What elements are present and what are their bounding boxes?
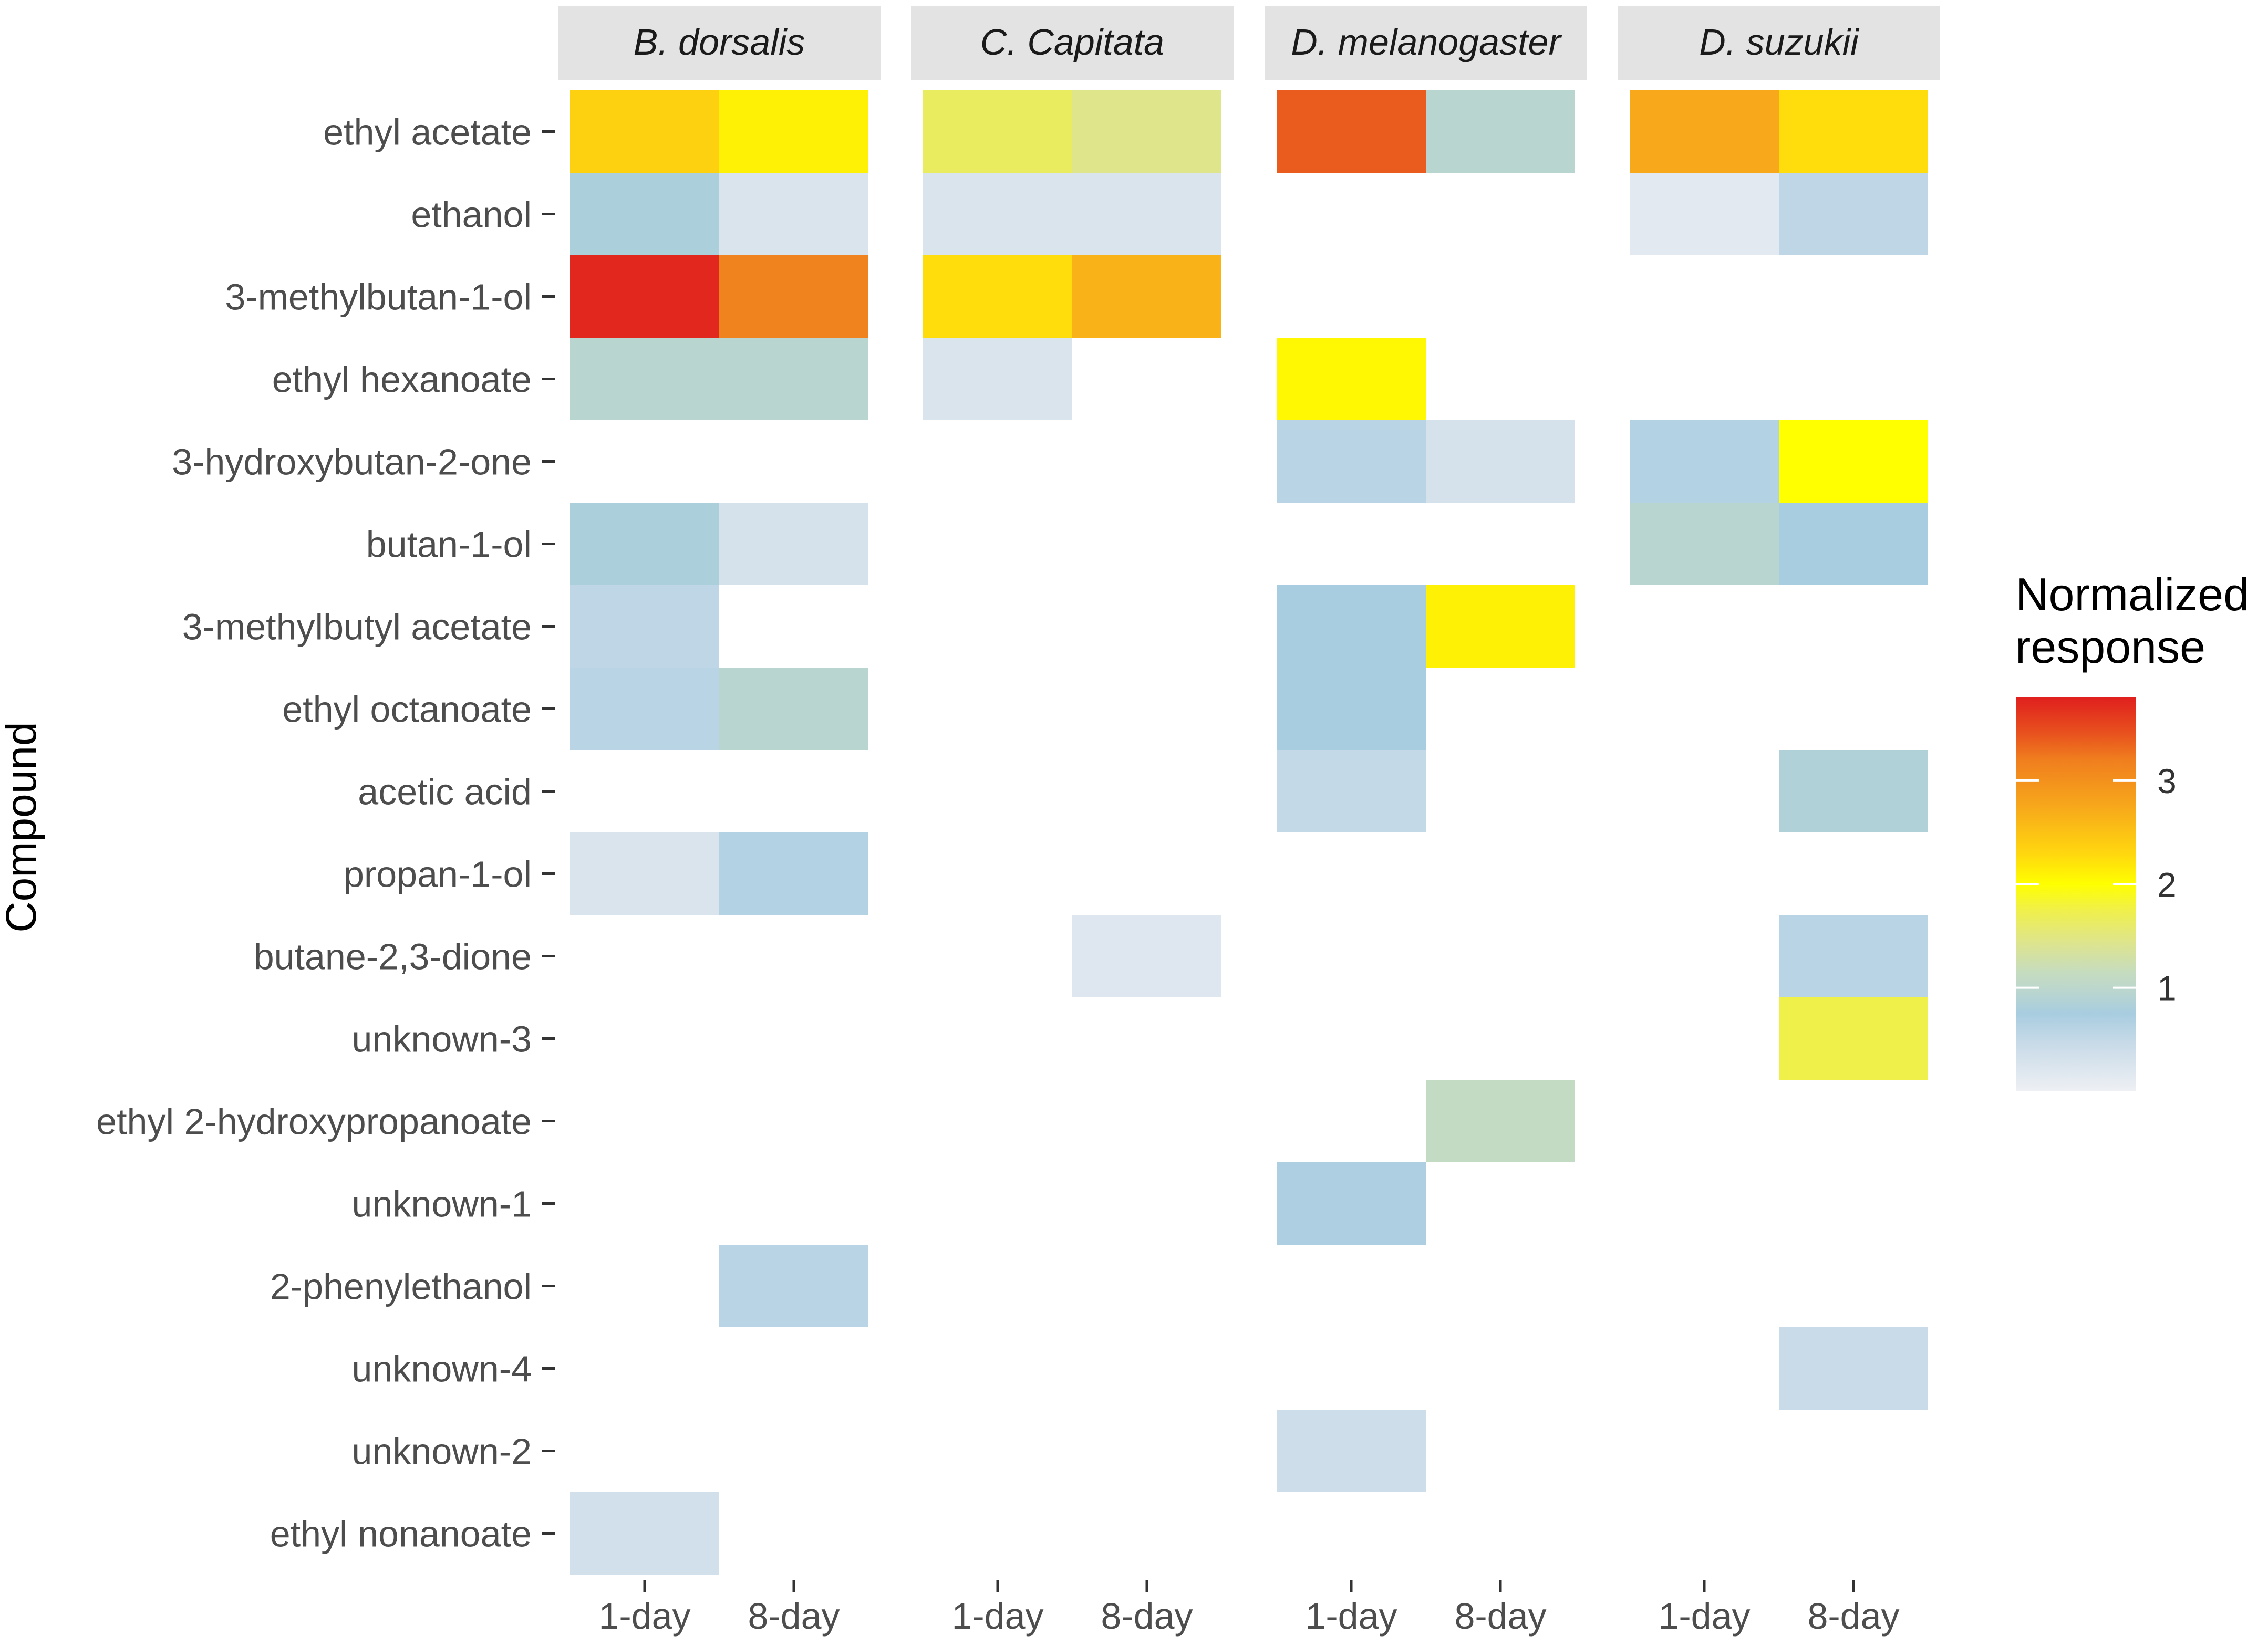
cell-b-dorsalis-butan-1-ol-8-day: [719, 503, 868, 585]
cell-d-melanogaster-3-hydroxybutan-2-one-8-day: [1426, 420, 1575, 503]
cell-d-suzukii-ethanol-8-day: [1779, 173, 1928, 255]
cell-d-melanogaster-3-methylbutyl-acetate-8-day: [1426, 585, 1575, 668]
y-tick-label-ethyl-nonanoate: ethyl nonanoate: [270, 1514, 532, 1555]
panel-strips: B. dorsalis C. Capitata D. melanogaster D. …: [558, 6, 1940, 80]
cell-d-suzukii-3-hydroxybutan-2-one-8-day: [1779, 420, 1928, 503]
cell-d-melanogaster-ethyl-octanoate-1-day: [1277, 668, 1426, 750]
heatmap-cells: [570, 90, 1928, 1575]
x-tick-label-b-dorsalis-8-day: 8-day: [748, 1596, 840, 1637]
cell-c-capitata-butane-2-3-dione-8-day: [1072, 915, 1221, 997]
cell-b-dorsalis-ethyl-hexanoate-8-day: [719, 338, 868, 420]
cell-d-suzukii-ethyl-acetate-8-day: [1779, 90, 1928, 173]
cell-b-dorsalis-ethanol-1-day: [570, 173, 719, 255]
cell-b-dorsalis-propan-1-ol-8-day: [719, 832, 868, 915]
cell-d-suzukii-acetic-acid-8-day: [1779, 750, 1928, 832]
x-tick-label-d-suzukii-8-day: 8-day: [1807, 1596, 1899, 1637]
x-tick-label-d-suzukii-1-day: 1-day: [1658, 1596, 1750, 1637]
cell-d-melanogaster-ethyl-acetate-1-day: [1277, 90, 1426, 173]
y-tick-label-ethyl-hexanoate: ethyl hexanoate: [272, 359, 532, 400]
y-axis-title: Compound: [0, 722, 45, 932]
cell-b-dorsalis-ethyl-acetate-8-day: [719, 90, 868, 173]
legend-colorbar: [2016, 697, 2136, 1091]
y-tick-label-ethyl-2-hydroxypropanoate: ethyl 2-hydroxypropanoate: [96, 1101, 532, 1142]
strip-label-d-suzukii: D. suzukii: [1699, 22, 1860, 62]
cell-c-capitata-ethyl-hexanoate-1-day: [923, 338, 1072, 420]
cell-d-suzukii-butan-1-ol-8-day: [1779, 503, 1928, 585]
cell-c-capitata-3-methylbutan-1-ol-8-day: [1072, 255, 1221, 338]
y-tick-label-3-hydroxybutan-2-one: 3-hydroxybutan-2-one: [172, 442, 532, 483]
cell-c-capitata-ethanol-1-day: [923, 173, 1072, 255]
cell-d-suzukii-butan-1-ol-1-day: [1630, 503, 1779, 585]
cell-b-dorsalis-3-methylbutan-1-ol-1-day: [570, 255, 719, 338]
cell-d-melanogaster-unknown-2-1-day: [1277, 1410, 1426, 1492]
strip-bg-d-suzukii: [1618, 6, 1940, 80]
cell-b-dorsalis-ethanol-8-day: [719, 173, 868, 255]
y-tick-label-unknown-4: unknown-4: [352, 1349, 532, 1390]
legend-title-line-1: Normalized: [2015, 568, 2249, 620]
cell-d-suzukii-unknown-3-8-day: [1779, 997, 1928, 1080]
cell-b-dorsalis-ethyl-octanoate-8-day: [719, 668, 868, 750]
cell-d-suzukii-ethanol-1-day: [1630, 173, 1779, 255]
y-tick-label-ethyl-acetate: ethyl acetate: [323, 112, 532, 153]
cell-b-dorsalis-2-phenylethanol-8-day: [719, 1245, 868, 1327]
y-tick-label-2-phenylethanol: 2-phenylethanol: [270, 1266, 532, 1307]
strip-label-c-capitata: C. Capitata: [980, 22, 1164, 62]
x-tick-label-d-melanogaster-1-day: 1-day: [1305, 1596, 1397, 1637]
cell-d-suzukii-butane-2-3-dione-8-day: [1779, 915, 1928, 997]
cell-b-dorsalis-3-methylbutan-1-ol-8-day: [719, 255, 868, 338]
legend-tick-label-3: 3: [2157, 762, 2177, 800]
cell-d-suzukii-unknown-4-8-day: [1779, 1327, 1928, 1410]
y-axis: ethyl acetate ethanol 3-methylbutan-1-ol et…: [96, 112, 555, 1555]
y-tick-label-unknown-3: unknown-3: [352, 1019, 532, 1060]
y-tick-label-3-methylbutan-1-ol: 3-methylbutan-1-ol: [225, 277, 532, 318]
cell-d-suzukii-ethyl-acetate-1-day: [1630, 90, 1779, 173]
cell-c-capitata-3-methylbutan-1-ol-1-day: [923, 255, 1072, 338]
legend-tick-label-2: 2: [2157, 865, 2177, 904]
cell-c-capitata-ethanol-8-day: [1072, 173, 1221, 255]
cell-b-dorsalis-3-methylbutyl-acetate-1-day: [570, 585, 719, 668]
cell-d-melanogaster-unknown-1-1-day: [1277, 1162, 1426, 1245]
cell-c-capitata-ethyl-acetate-1-day: [923, 90, 1072, 173]
cell-d-melanogaster-acetic-acid-1-day: [1277, 750, 1426, 832]
y-tick-label-butan-1-ol: butan-1-ol: [366, 524, 532, 565]
x-tick-label-d-melanogaster-8-day: 8-day: [1454, 1596, 1546, 1637]
y-tick-label-ethyl-octanoate: ethyl octanoate: [282, 689, 532, 730]
cell-b-dorsalis-propan-1-ol-1-day: [570, 832, 719, 915]
cell-c-capitata-ethyl-acetate-8-day: [1072, 90, 1221, 173]
cell-d-melanogaster-ethyl-hexanoate-1-day: [1277, 338, 1426, 420]
cell-d-melanogaster-ethyl-2-hydroxypropanoate-8-day: [1426, 1080, 1575, 1162]
x-axis: 1-day 8-day 1-day 8-day 1-day 8-day 1-day 8-day: [598, 1580, 1900, 1637]
y-tick-label-butane-2-3-dione: butane-2,3-dione: [254, 936, 532, 977]
cell-d-suzukii-3-hydroxybutan-2-one-1-day: [1630, 420, 1779, 503]
cell-b-dorsalis-ethyl-nonanoate-1-day: [570, 1492, 719, 1575]
cell-b-dorsalis-ethyl-hexanoate-1-day: [570, 338, 719, 420]
strip-label-d-melanogaster: D. melanogaster: [1291, 22, 1562, 62]
x-tick-label-b-dorsalis-1-day: 1-day: [598, 1596, 690, 1637]
x-tick-label-c-capitata-1-day: 1-day: [951, 1596, 1043, 1637]
strip-label-b-dorsalis: B. dorsalis: [634, 22, 805, 62]
cell-b-dorsalis-butan-1-ol-1-day: [570, 503, 719, 585]
y-tick-label-3-methylbutyl-acetate: 3-methylbutyl acetate: [182, 607, 532, 648]
cell-d-melanogaster-3-methylbutyl-acetate-1-day: [1277, 585, 1426, 668]
x-tick-label-c-capitata-8-day: 8-day: [1101, 1596, 1193, 1637]
cell-d-melanogaster-3-hydroxybutan-2-one-1-day: [1277, 420, 1426, 503]
cell-d-melanogaster-ethyl-acetate-8-day: [1426, 90, 1575, 173]
strip-bg-c-capitata: [911, 6, 1234, 80]
y-tick-label-propan-1-ol: propan-1-ol: [344, 854, 532, 895]
strip-bg-b-dorsalis: [558, 6, 881, 80]
legend-title-line-2: response: [2015, 621, 2205, 673]
cell-b-dorsalis-ethyl-acetate-1-day: [570, 90, 719, 173]
legend-tick-label-1: 1: [2157, 969, 2177, 1008]
strip-bg-d-melanogaster: [1265, 6, 1587, 80]
y-tick-label-acetic-acid: acetic acid: [358, 772, 532, 812]
y-tick-label-unknown-2: unknown-2: [352, 1431, 532, 1472]
cell-b-dorsalis-ethyl-octanoate-1-day: [570, 668, 719, 750]
y-tick-label-ethanol: ethanol: [411, 194, 532, 235]
y-tick-label-unknown-1: unknown-1: [352, 1184, 532, 1225]
